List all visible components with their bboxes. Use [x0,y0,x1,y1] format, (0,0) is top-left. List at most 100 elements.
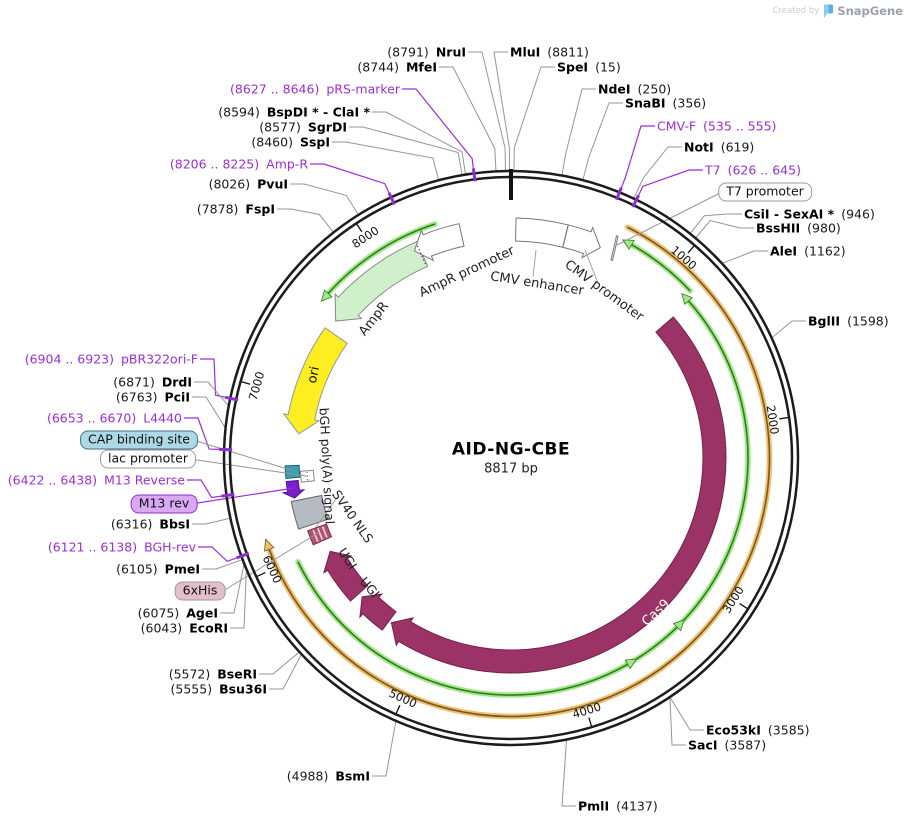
site-label-SnaBI[interactable]: SnaBI (356) [625,96,706,111]
leader-EcoRI [230,571,247,629]
site-name: Bsu36I [219,681,267,697]
site-label-SgrDI[interactable]: (8577) SgrDI [259,120,347,135]
leader-lac-promoter [189,458,307,477]
boxed-label-6xhis[interactable]: 6xHis [174,581,226,601]
leader-BsmI [372,721,397,777]
site-label-NdeI[interactable]: NdeI (250) [598,82,671,97]
site-position: (4988) [286,768,329,784]
primer-mark-BGH-rev[interactable] [236,552,250,560]
feature-cmv-promoter[interactable] [562,224,601,259]
cds-arrow-orange-head [264,538,275,552]
site-label-BbsI[interactable]: (6316) BbsI [111,517,190,532]
feature-bgh-polya[interactable] [290,494,329,530]
site-label-Amp-R[interactable]: (8206 .. 8225) Amp-R [170,157,308,172]
tick-7000 [241,381,251,385]
site-position: (8594) [218,104,260,120]
leader-NruI [468,51,506,171]
site-label-pRS-marker[interactable]: (8627 .. 8646) pRS-marker [230,82,400,97]
primer-mark-pBR322ori-F[interactable] [225,395,239,402]
leader-pRS-marker [402,88,475,170]
site-name: M13 Reverse [104,472,185,488]
site-label-PmeI[interactable]: (6105) PmeI [116,562,200,577]
site-label-NruI[interactable]: (8791) NruI [387,45,466,60]
feature-m13-rev-site[interactable] [281,479,306,499]
site-label-SspI[interactable]: (8460) SspI [251,135,330,150]
site-position: (6871) [113,374,155,390]
bgh-polya-label[interactable]: bGH poly(A) signal [316,407,337,524]
feature-ugi-2[interactable] [322,550,369,602]
site-position: (6422 .. 6438) [7,472,98,488]
leader-PmlI [561,740,576,807]
site-label-PciI[interactable]: (6763) PciI [116,390,190,405]
feature-ampr-promoter[interactable] [413,223,465,262]
feature-t7-promoter-mark[interactable] [610,235,619,262]
site-name: SgrDI [307,119,347,135]
boxed-label-m13-rev[interactable]: M13 rev [130,494,198,514]
site-label-DrdI[interactable]: (6871) DrdI [113,375,192,390]
feature-ampr[interactable] [334,240,429,322]
site-name: PmlI [578,798,610,814]
site-label-PmlI[interactable]: PmlI (4137) [578,799,658,814]
feature-cmv-enhancer[interactable] [515,217,569,248]
site-label-SacI[interactable]: SacI (3587) [688,738,766,753]
site-label-M13-Reverse[interactable]: (6422 .. 6438) M13 Reverse [8,473,185,488]
leader-MluI [493,51,510,171]
primer-mark-T7[interactable] [631,194,640,208]
site-label-EcoRI[interactable]: (6043) EcoRI [141,621,228,636]
boxed-label-lac-promoter[interactable]: lac promoter [100,449,196,469]
site-position: (3587) [724,737,767,753]
site-label-L4440[interactable]: (6653 .. 6670) L4440 [47,411,182,426]
site-label-FspI[interactable]: (7878) FspI [197,202,275,217]
site-position: (535 .. 555) [703,118,777,134]
site-label-Bsu36I[interactable]: (5555) Bsu36I [171,682,268,697]
primer-mark-pRS-marker[interactable] [471,168,477,182]
primer-mark-Amp-R[interactable] [387,192,396,206]
site-name: AleI [770,243,798,259]
site-label-BspDI-ClaI-[interactable]: (8594) BspDI * - ClaI * [218,105,370,120]
site-label-NotI[interactable]: NotI (619) [684,140,754,155]
site-label-BseRI[interactable]: (5572) BseRI [169,667,257,682]
site-label-BsmI[interactable]: (4988) BsmI [287,769,370,784]
site-label-PvuI[interactable]: (8026) PvuI [209,177,288,192]
leader-SacI [669,698,686,746]
tick-label-8000: 8000 [349,223,381,251]
ori-label[interactable]: ori [305,365,323,385]
site-label-BglII[interactable]: BglII (1598) [808,314,889,329]
orf-arc-3[interactable] [630,624,680,664]
boxed-label-t7-promoter[interactable]: T7 promoter [718,182,812,202]
feature-ugi-1[interactable] [359,593,397,631]
feature-cas9[interactable] [390,316,727,674]
feature-cap-binding-site[interactable] [284,464,301,480]
site-label-CMV-F[interactable]: CMV-F (535 .. 555) [657,119,776,134]
site-label-MluI[interactable]: MluI (8811) [510,45,589,60]
site-position: (6105) [116,561,158,577]
site-label-BssHII[interactable]: BssHII (980) [756,221,841,236]
site-label-MfeI[interactable]: (8744) MfeI [357,60,437,75]
boxed-label-cap-binding-site[interactable]: CAP binding site [80,430,198,450]
leader-cap-binding-site [192,439,295,472]
site-label-AleI[interactable]: AleI (1162) [770,244,846,259]
site-position: (8627 .. 8646) [230,81,320,97]
site-position: (356) [672,95,707,111]
tick-1000 [687,245,695,254]
site-label-T7[interactable]: T7 (626 .. 645) [705,163,801,178]
site-label-SpeI[interactable]: SpeI (15) [557,60,621,75]
site-label-AgeI[interactable]: (6075) AgeI [138,606,218,621]
tick-6000 [256,571,266,577]
site-label-Eco53kI[interactable]: Eco53kI (3585) [706,723,809,738]
primer-mark-M13-Reverse[interactable] [221,492,235,498]
feature-sv40-nls-stripe-2 [312,529,319,542]
site-label-BGH-rev[interactable]: (6121 .. 6138) BGH-rev [48,540,196,555]
site-position: (626 .. 645) [727,162,801,178]
tick-label-5000: 5000 [387,686,419,711]
feature-ori[interactable] [282,327,348,435]
cmv-divider-line [562,224,569,248]
site-position: (6121 .. 6138) [47,539,138,555]
site-label-pBR322ori-F[interactable]: (6904 .. 6923) pBR322ori-F [25,352,198,367]
leader-AleI [722,250,768,264]
tick-4000 [588,717,593,727]
orf-arc-3-head [672,619,685,632]
site-label-CsiI-SexAI-[interactable]: CsiI - SexAI * (946) [744,207,875,222]
primer-mark-CMV-F[interactable] [615,187,623,201]
